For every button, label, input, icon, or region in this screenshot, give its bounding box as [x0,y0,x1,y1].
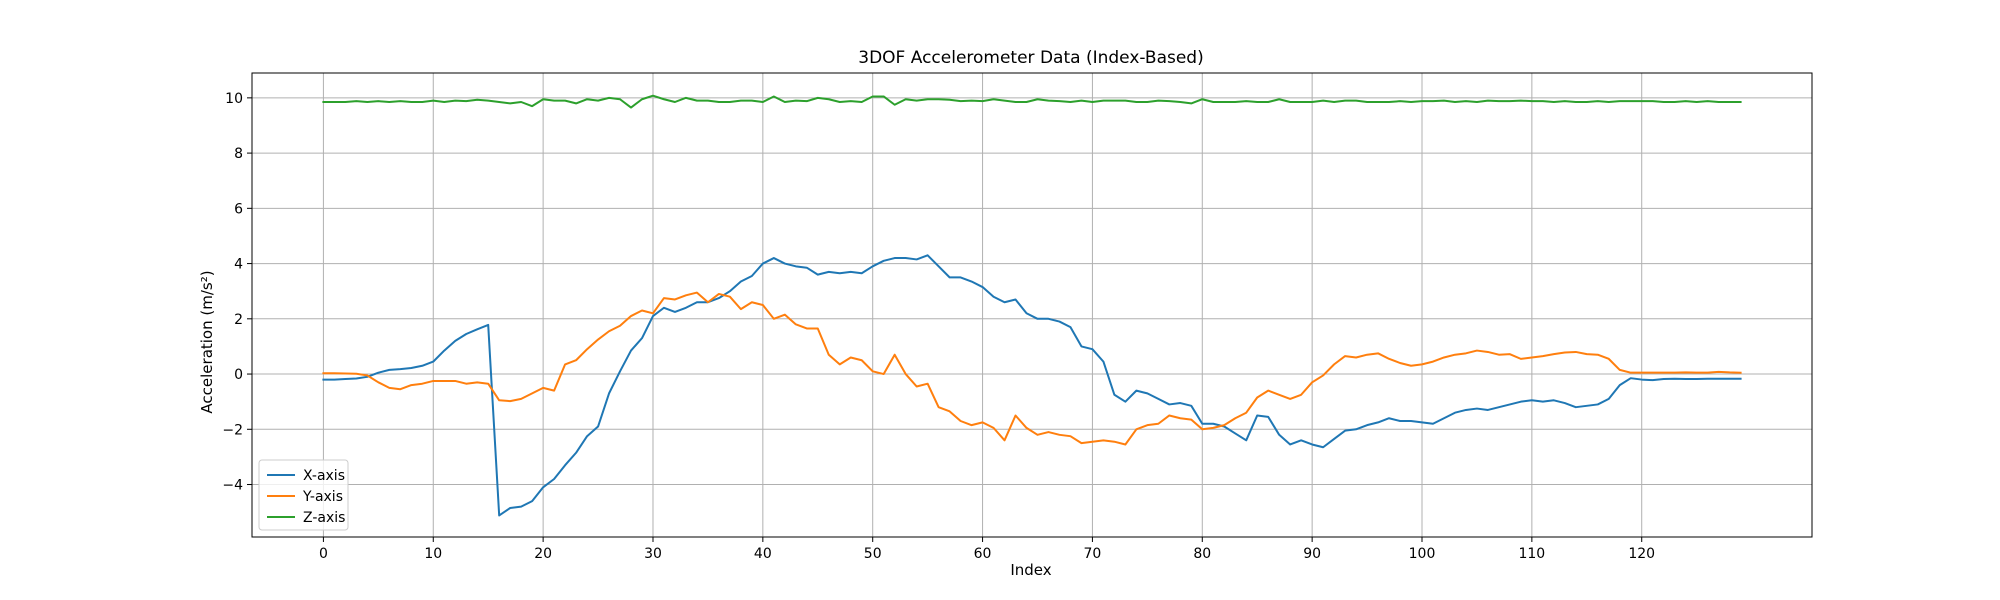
x-axis-ticks: 0 10 20 30 40 50 60 70 80 90 100 110 120 [319,537,1655,562]
y-tick-label: 6 [234,201,243,217]
x-tick-label: 20 [534,546,552,562]
x-tick-label: 50 [864,546,882,562]
x-tick-label: 0 [319,546,328,562]
legend-label: Y-axis [302,489,343,505]
y-tick-label: −4 [222,478,243,494]
legend-label: Z-axis [303,510,345,526]
x-tick-label: 80 [1193,546,1211,562]
y-axis-ticks: −4 −2 0 2 4 6 8 10 [222,91,252,494]
y-tick-label: 0 [234,367,243,383]
chart-title: 3DOF Accelerometer Data (Index-Based) [858,48,1203,68]
x-tick-label: 120 [1628,546,1655,562]
x-tick-label: 70 [1084,546,1102,562]
legend: X-axis Y-axis Z-axis [258,459,349,531]
legend-label: X-axis [303,468,345,484]
series-line-z-axis [322,94,1742,109]
y-tick-label: 8 [234,146,243,162]
y-tick-label: 10 [225,91,243,107]
y-axis-label: Acceleration (m/s²) [198,270,216,413]
y-tick-label: 2 [234,312,243,328]
x-tick-label: 100 [1409,546,1436,562]
series-line-y-axis [322,291,1742,446]
x-tick-label: 90 [1303,546,1321,562]
y-tick-label: −2 [222,422,243,438]
grid [252,73,1812,537]
x-tick-label: 10 [424,546,442,562]
x-axis-label: Index [1010,561,1051,579]
series-line-x-axis [322,254,1742,517]
x-tick-label: 110 [1518,546,1545,562]
x-tick-label: 40 [754,546,772,562]
legend-box [258,459,349,531]
x-tick-label: 60 [974,546,992,562]
y-tick-label: 4 [234,257,243,273]
x-tick-label: 30 [644,546,662,562]
series-lines [322,94,1742,517]
plot-area-frame [251,72,1813,538]
